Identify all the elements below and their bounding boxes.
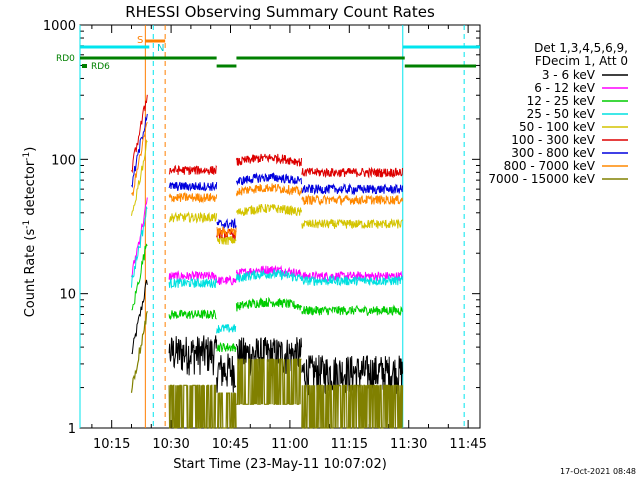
legend-label-5: 100 - 300 keV bbox=[511, 133, 595, 147]
y-axis-label: Count Rate (s-1 detector-1) bbox=[22, 147, 38, 318]
rd0-label: RD0 bbox=[56, 54, 75, 64]
flare-flag-label: S bbox=[137, 35, 143, 46]
night-flag-label: N bbox=[157, 43, 164, 54]
series-line-2 bbox=[131, 243, 403, 353]
series-line-1 bbox=[131, 197, 403, 286]
y-tick-label-2: 100 bbox=[51, 153, 76, 168]
chart-title: RHESSI Observing Summary Count Rates bbox=[125, 3, 435, 21]
legend-label-1: 6 - 12 keV bbox=[534, 81, 596, 95]
legend-header-line-2: FDecim 1, Att 0 bbox=[535, 54, 628, 68]
series-line-6 bbox=[131, 113, 403, 229]
series-line-0 bbox=[131, 279, 403, 396]
legend-label-4: 50 - 100 keV bbox=[519, 120, 596, 134]
x-tick-label-4: 11:15 bbox=[331, 437, 368, 452]
x-tick-label-0: 10:15 bbox=[93, 437, 130, 452]
x-tick-label-5: 11:30 bbox=[390, 437, 427, 452]
legend-label-0: 3 - 6 keV bbox=[542, 68, 596, 82]
y-label-sup-2: -1 bbox=[22, 152, 32, 161]
legend-label-7: 800 - 7000 keV bbox=[504, 159, 596, 173]
x-axis-label: Start Time (23-May-11 10:07:02) bbox=[173, 457, 387, 472]
timestamp: 17-Oct-2021 08:48 bbox=[560, 467, 636, 476]
y-label-part-3: ) bbox=[23, 147, 38, 152]
series-line-3 bbox=[131, 205, 403, 334]
x-tick-label-6: 11:45 bbox=[449, 437, 486, 452]
x-tick-label-2: 10:45 bbox=[212, 437, 249, 452]
rd6-label: RD6 bbox=[91, 62, 110, 72]
y-tick-label-0: 1 bbox=[68, 422, 76, 437]
series-line-8 bbox=[130, 311, 404, 429]
y-label-part-1: Count Rate (s bbox=[23, 229, 38, 318]
y-tick-label-1: 10 bbox=[59, 288, 76, 303]
legend-label-3: 25 - 50 keV bbox=[527, 107, 596, 121]
y-label-sup-1: -1 bbox=[22, 220, 32, 229]
rd6-marker bbox=[82, 64, 87, 68]
legend-label-8: 7000 - 15000 keV bbox=[488, 172, 595, 186]
legend-label-6: 300 - 800 keV bbox=[511, 146, 595, 160]
series-line-7 bbox=[131, 122, 403, 238]
x-tick-label-3: 11:00 bbox=[271, 437, 308, 452]
legend-header-line-1: Det 1,3,4,5,6,9, bbox=[534, 41, 628, 55]
series-line-4 bbox=[131, 139, 403, 245]
plot-layer: 1 10 100 1000 10:15 10:30 10:45 11:00 11:15 11:30… bbox=[43, 19, 487, 452]
y-tick-label-3: 1000 bbox=[43, 19, 76, 34]
legend-label-2: 12 - 25 keV bbox=[527, 94, 596, 108]
y-label-part-2: detector bbox=[23, 160, 38, 220]
x-tick-label-1: 10:30 bbox=[152, 437, 189, 452]
